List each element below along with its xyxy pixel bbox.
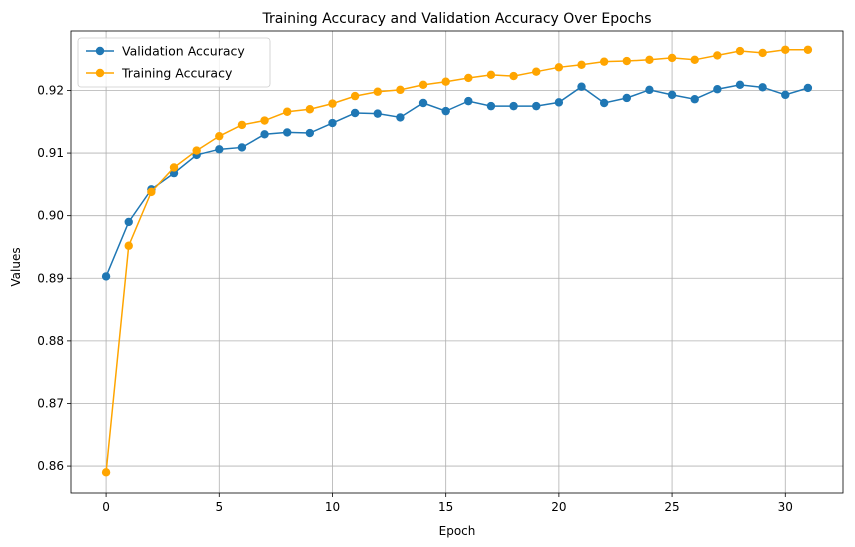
legend-item: Validation Accuracy: [86, 44, 245, 59]
data-point: [509, 101, 518, 111]
y-axis-label: Values: [9, 247, 23, 286]
data-point: [486, 70, 496, 80]
data-point: [735, 46, 745, 56]
data-point: [532, 101, 541, 111]
data-point: [758, 48, 767, 58]
data-point: [803, 45, 813, 54]
data-point: [147, 187, 156, 197]
data-point: [305, 105, 315, 114]
data-point: [803, 83, 813, 93]
data-point: [735, 80, 745, 90]
data-point: [350, 108, 360, 118]
legend: Validation Accuracy Training Accuracy: [77, 37, 271, 88]
data-point: [373, 109, 382, 118]
data-point: [599, 98, 609, 108]
x-tick-label: 25: [664, 500, 679, 514]
data-point: [169, 163, 179, 172]
data-point: [328, 118, 337, 128]
y-tick-label: 0.91: [37, 146, 64, 160]
y-tick-label: 0.92: [37, 83, 64, 97]
x-tick-label: 15: [438, 500, 453, 514]
data-point: [577, 60, 586, 70]
data-point: [192, 146, 201, 155]
y-tick-label: 0.88: [37, 334, 64, 348]
data-point: [124, 241, 133, 250]
data-point: [599, 57, 609, 66]
series-layer: [101, 45, 813, 477]
data-point: [758, 83, 767, 92]
data-point: [396, 113, 405, 122]
legend-marker: [95, 46, 105, 56]
data-point: [781, 90, 790, 100]
data-point: [441, 106, 450, 116]
data-point: [713, 85, 722, 94]
data-point: [124, 217, 133, 227]
data-point: [554, 98, 564, 107]
data-point: [509, 71, 518, 81]
data-point: [667, 53, 677, 63]
legend-box: [77, 37, 271, 88]
data-point: [622, 93, 631, 103]
data-point: [667, 90, 677, 100]
data-point: [645, 85, 654, 95]
data-point: [237, 143, 247, 152]
data-point: [101, 468, 111, 477]
data-point: [305, 128, 315, 138]
data-point: [101, 272, 111, 281]
data-point: [237, 120, 247, 130]
data-point: [373, 87, 382, 96]
y-tick-label: 0.89: [37, 271, 64, 285]
y-tick-label: 0.87: [37, 396, 64, 410]
grid: [71, 31, 843, 493]
data-point: [350, 91, 360, 101]
data-point: [464, 73, 473, 83]
chart-title: Training Accuracy and Validation Accurac…: [261, 11, 651, 27]
data-point: [215, 131, 224, 141]
data-point: [283, 107, 292, 116]
data-point: [464, 96, 473, 106]
data-point: [283, 128, 292, 137]
data-point: [713, 51, 722, 60]
x-tick-label: 0: [102, 500, 110, 514]
x-tick-label: 20: [551, 500, 566, 514]
data-point: [577, 82, 586, 91]
data-point: [690, 95, 699, 104]
data-point: [418, 80, 428, 90]
data-point: [532, 67, 541, 76]
legend-marker: [95, 68, 105, 78]
data-point: [554, 63, 564, 72]
data-point: [690, 55, 699, 64]
x-axis-label: Epoch: [439, 524, 476, 538]
ticks: 0 5 10 15 20 25 30 0.86 0.87 0.88 0.89 0.90 0.91 0.92: [37, 83, 793, 514]
plot-frame: [70, 30, 844, 494]
y-tick-label: 0.86: [37, 459, 64, 473]
x-tick-label: 5: [215, 500, 223, 514]
data-point: [260, 130, 269, 139]
legend-label: Validation Accuracy: [122, 44, 245, 59]
legend-label: Training Accuracy: [121, 66, 233, 81]
data-point: [328, 99, 337, 108]
x-tick-label: 30: [778, 500, 793, 514]
data-point: [486, 101, 496, 111]
data-point: [396, 85, 405, 95]
data-point: [215, 145, 224, 154]
series-training-accuracy: [101, 45, 813, 477]
data-point: [441, 77, 450, 86]
legend-item: Training Accuracy: [86, 66, 233, 81]
data-point: [260, 116, 269, 125]
data-point: [645, 55, 654, 64]
data-point: [622, 56, 631, 66]
x-tick-label: 10: [325, 500, 340, 514]
data-point: [781, 45, 790, 54]
y-tick-label: 0.90: [37, 209, 64, 223]
data-point: [418, 98, 428, 108]
